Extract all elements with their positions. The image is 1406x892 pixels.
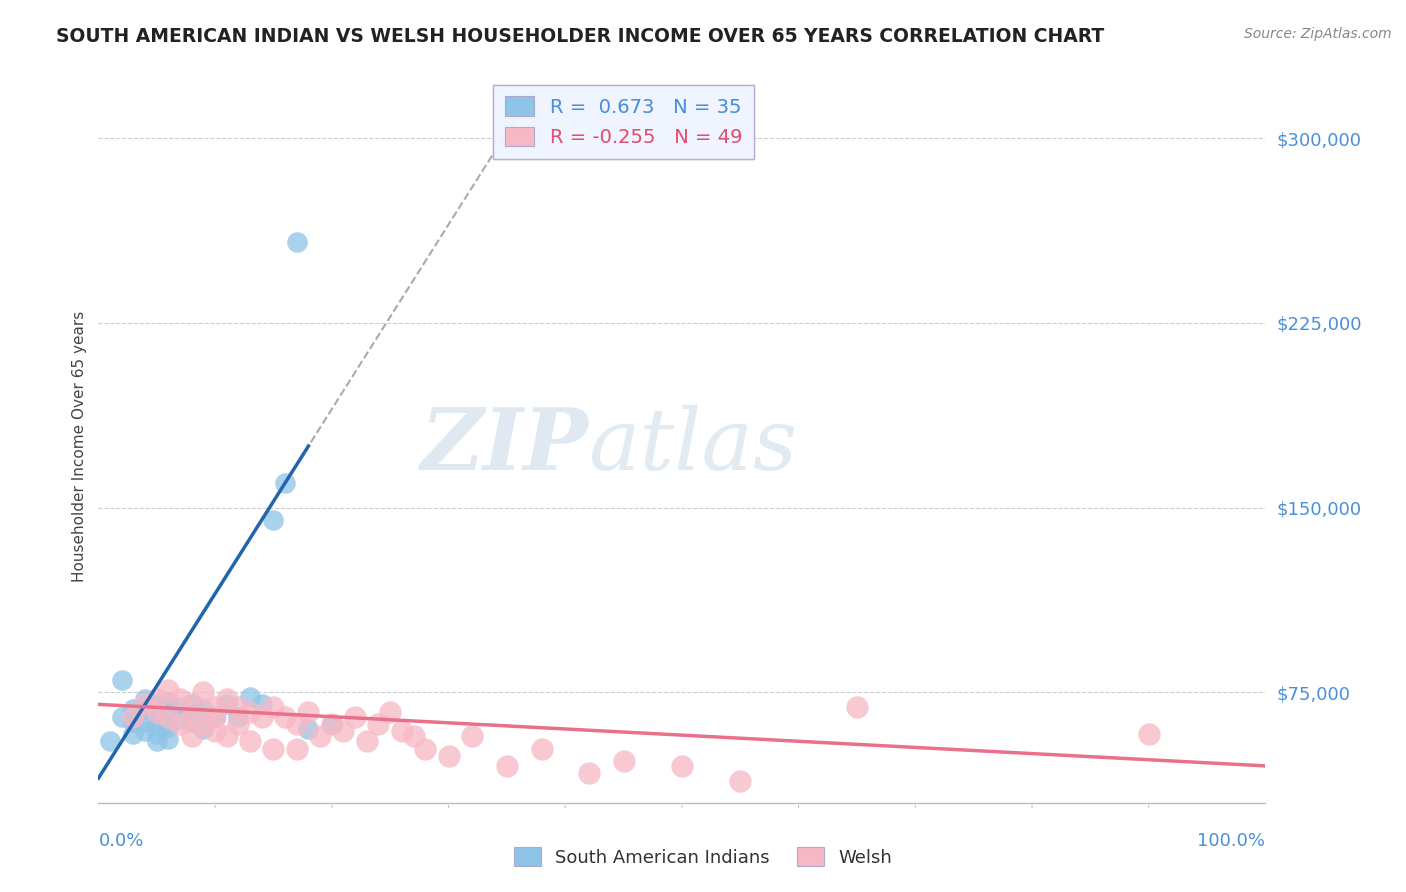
Point: [250, 698, 273, 712]
Point: [402, 730, 425, 744]
Point: [111, 673, 134, 687]
Point: [262, 741, 284, 756]
Y-axis label: Householder Income Over 65 years: Householder Income Over 65 years: [72, 310, 87, 582]
Point: [122, 727, 145, 741]
Point: [321, 717, 343, 731]
Legend: South American Indians, Welsh: South American Indians, Welsh: [506, 840, 900, 874]
Point: [1137, 727, 1160, 741]
Point: [215, 692, 238, 706]
Point: [846, 699, 869, 714]
Point: [180, 709, 202, 723]
Point: [193, 685, 215, 699]
Point: [111, 709, 134, 723]
Point: [578, 766, 600, 780]
Point: [297, 722, 319, 736]
Point: [344, 709, 367, 723]
Point: [228, 699, 250, 714]
Point: [461, 730, 484, 744]
Point: [134, 714, 156, 729]
Point: [193, 722, 215, 736]
Point: [228, 709, 250, 723]
Point: [285, 235, 308, 249]
Point: [169, 692, 191, 706]
Point: [262, 699, 284, 714]
Text: atlas: atlas: [589, 405, 797, 487]
Point: [157, 709, 180, 723]
Point: [193, 702, 215, 716]
Point: [391, 724, 413, 739]
Point: [193, 717, 215, 731]
Point: [215, 698, 238, 712]
Point: [157, 719, 180, 733]
Point: [134, 724, 156, 739]
Point: [204, 709, 226, 723]
Point: [367, 717, 389, 731]
Point: [180, 698, 202, 712]
Point: [146, 734, 169, 748]
Point: [180, 698, 202, 712]
Legend: R =  0.673   N = 35, R = -0.255   N = 49: R = 0.673 N = 35, R = -0.255 N = 49: [494, 85, 754, 159]
Point: [98, 734, 121, 748]
Point: [285, 741, 308, 756]
Point: [134, 702, 156, 716]
Point: [157, 695, 180, 709]
Point: [274, 709, 297, 723]
Point: [134, 692, 156, 706]
Point: [204, 724, 226, 739]
Point: [146, 692, 169, 706]
Point: [180, 714, 202, 729]
Point: [146, 698, 169, 712]
Point: [228, 717, 250, 731]
Point: [204, 699, 226, 714]
Text: 0.0%: 0.0%: [98, 832, 143, 850]
Point: [204, 709, 226, 723]
Point: [356, 734, 378, 748]
Point: [157, 707, 180, 722]
Point: [169, 712, 191, 726]
Point: [157, 731, 180, 746]
Point: [437, 749, 460, 764]
Point: [380, 705, 402, 719]
Point: [146, 717, 169, 731]
Point: [612, 754, 634, 768]
Point: [413, 741, 436, 756]
Point: [671, 759, 693, 773]
Point: [530, 741, 553, 756]
Point: [146, 705, 169, 719]
Point: [134, 698, 156, 712]
Point: [157, 682, 180, 697]
Point: [122, 702, 145, 716]
Point: [239, 705, 262, 719]
Point: [297, 705, 319, 719]
Text: Source: ZipAtlas.com: Source: ZipAtlas.com: [1244, 27, 1392, 41]
Point: [239, 734, 262, 748]
Point: [285, 717, 308, 731]
Point: [180, 730, 202, 744]
Point: [169, 699, 191, 714]
Point: [239, 690, 262, 704]
Point: [122, 709, 145, 723]
Point: [146, 727, 169, 741]
Text: 100.0%: 100.0%: [1198, 832, 1265, 850]
Point: [146, 705, 169, 719]
Point: [496, 759, 519, 773]
Point: [321, 717, 343, 731]
Text: ZIP: ZIP: [420, 404, 589, 488]
Point: [730, 773, 752, 788]
Point: [309, 730, 332, 744]
Point: [332, 724, 354, 739]
Point: [215, 730, 238, 744]
Point: [262, 513, 284, 527]
Point: [122, 714, 145, 729]
Point: [250, 709, 273, 723]
Point: [274, 475, 297, 490]
Point: [169, 717, 191, 731]
Text: SOUTH AMERICAN INDIAN VS WELSH HOUSEHOLDER INCOME OVER 65 YEARS CORRELATION CHAR: SOUTH AMERICAN INDIAN VS WELSH HOUSEHOLD…: [56, 27, 1105, 45]
